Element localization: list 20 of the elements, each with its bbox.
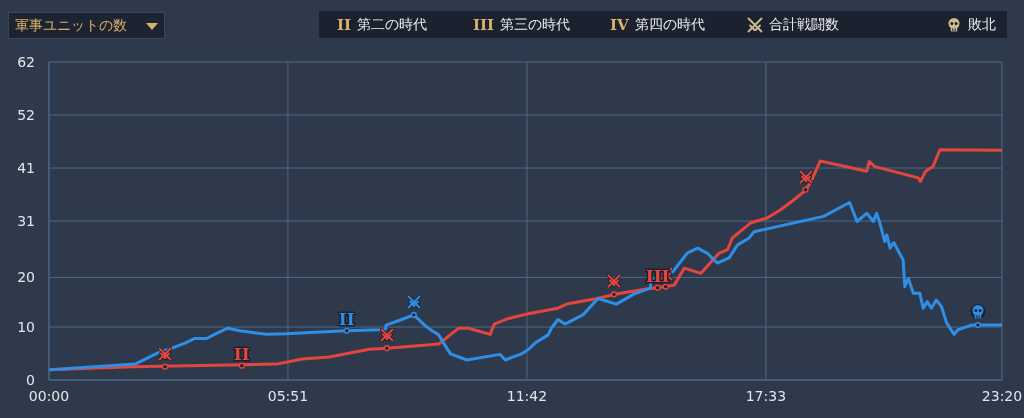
y-tick-label: 62 (17, 53, 35, 70)
annotation: II (338, 308, 355, 329)
text: IV 第四の時代 (610, 15, 705, 34)
x-tick-label: 17:33 (745, 387, 787, 404)
x-tick-label: 00:00 (28, 387, 70, 404)
x-tick-label: 23:20 (981, 387, 1023, 404)
chart-title: 軍事ユニットの数 (15, 16, 127, 35)
text: III 第三の時代 (473, 15, 571, 34)
y-tick-label: 52 (17, 106, 35, 123)
text: 合計戦闘数 (769, 15, 839, 34)
y-tick-label: 41 (17, 159, 35, 176)
annotation: II (233, 343, 250, 364)
text: II 第二の時代 (337, 15, 428, 34)
y-tick-label: 31 (17, 212, 35, 229)
x-tick-label: 11:42 (506, 387, 548, 404)
y-tick-label: 20 (17, 269, 35, 286)
x-tick-label: 05:51 (267, 387, 309, 404)
y-tick-label: 10 (17, 318, 35, 335)
y-tick-label: 0 (26, 371, 35, 388)
text: 敗北 (968, 15, 996, 34)
